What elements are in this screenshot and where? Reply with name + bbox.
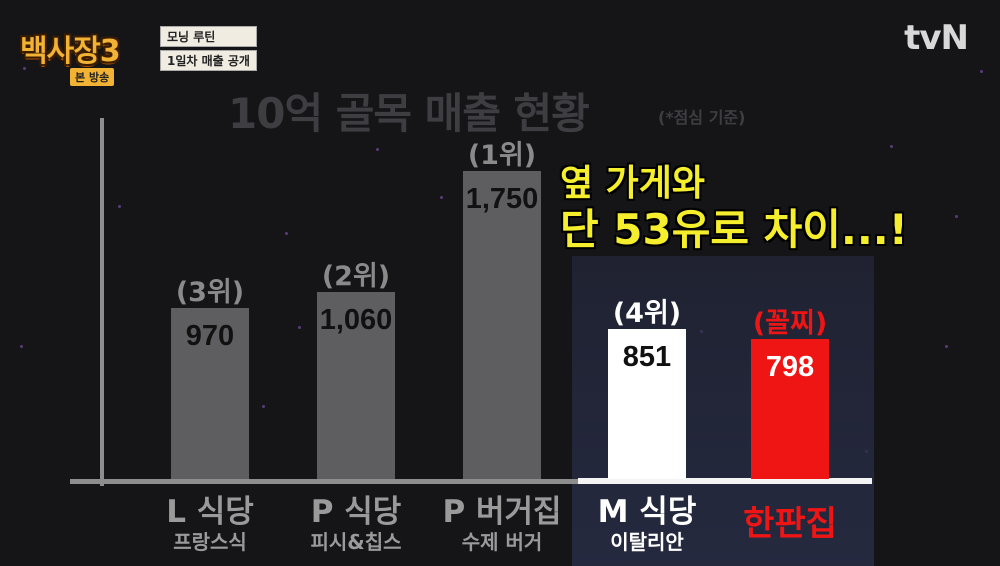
show-logo: 백사장3 본 방송	[20, 26, 121, 86]
category-sublabel-2: 피시&칩스	[310, 530, 402, 554]
bar-1-value-label: 970	[185, 320, 235, 352]
category-sublabel-3: 수제 버거	[461, 530, 543, 554]
show-logo-text: 백사장3	[20, 34, 121, 69]
category-sublabel-1: 프랑스식	[173, 530, 247, 554]
episode-badge: 본 방송	[70, 68, 115, 86]
category-label-3: P 버거집	[442, 494, 562, 530]
bar-1: 970	[171, 308, 249, 479]
channel-logo: tvN	[904, 18, 969, 58]
bar-3-value-label: 1,750	[465, 183, 539, 215]
bar-2: 1,060	[317, 292, 395, 479]
overlay-caption-line-1: 옆 가게와	[560, 163, 706, 204]
category-label-4: M 식당	[597, 494, 697, 530]
episode-caption: 모닝 루틴 1일차 매출 공개	[160, 26, 257, 74]
caption-line-1: 모닝 루틴	[160, 26, 257, 47]
category-label-2: P 식당	[310, 494, 402, 530]
bar-3-rank-label: (1위)	[467, 140, 537, 171]
x-axis	[70, 479, 870, 484]
category-label-5: 한판집	[743, 504, 837, 544]
bar-5-rank-label: (꼴찌)	[752, 308, 828, 339]
bar-5-value-label: 798	[765, 351, 815, 383]
bar-3: 1,750	[463, 171, 541, 479]
chart-title: 10억 골목 매출 현황	[228, 89, 590, 138]
caption-line-2: 1일차 매출 공개	[160, 50, 257, 71]
bar-4: 851	[608, 329, 686, 479]
bar-4-rank-label: (4위)	[612, 298, 682, 329]
overlay-caption-line-2: 단 53유로 차이...!	[560, 205, 908, 254]
bar-2-value-label: 1,060	[319, 304, 393, 336]
category-label-1: L 식당	[166, 494, 254, 530]
bar-5: 798	[751, 339, 829, 479]
x-axis-highlight	[578, 478, 872, 484]
bar-2-rank-label: (2위)	[321, 261, 391, 292]
category-sublabel-4: 이탈리안	[610, 530, 684, 554]
bar-1-rank-label: (3위)	[175, 277, 245, 308]
bar-4-value-label: 851	[622, 341, 672, 373]
chart-subtitle: (*점심 기준)	[658, 108, 746, 127]
y-axis	[100, 118, 104, 486]
